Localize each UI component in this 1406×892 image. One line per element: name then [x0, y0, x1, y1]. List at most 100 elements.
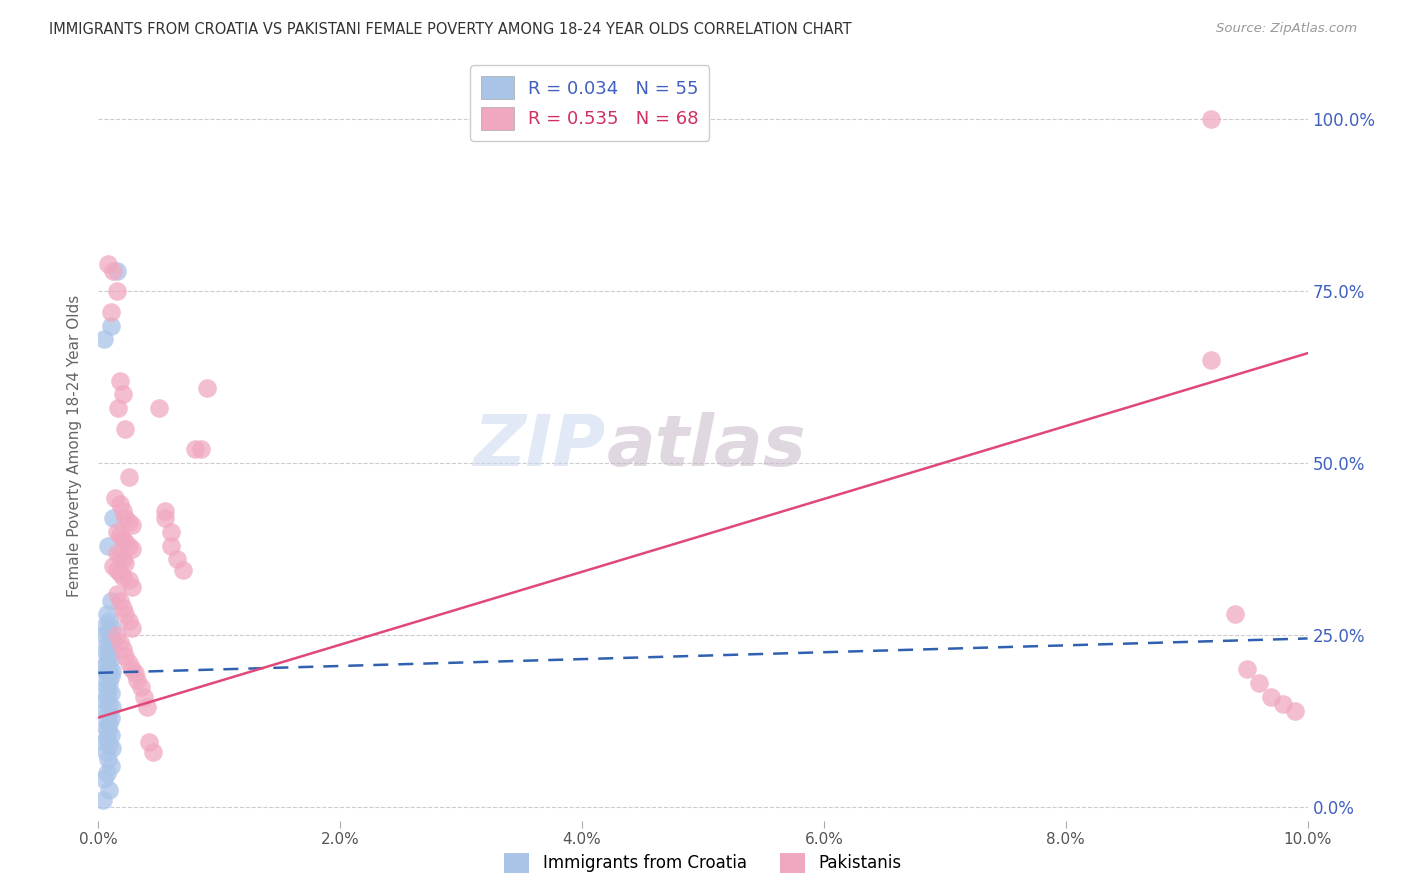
Point — [98, 615, 121, 629]
Point — [134, 690, 156, 704]
Point — [114, 511, 136, 525]
Point — [100, 710, 122, 724]
Y-axis label: Female Poverty Among 18-24 Year Olds: Female Poverty Among 18-24 Year Olds — [67, 295, 83, 597]
Point — [1284, 704, 1306, 718]
Point — [118, 539, 141, 553]
Point — [1199, 112, 1222, 127]
Point — [142, 745, 165, 759]
Point — [105, 524, 128, 539]
Point — [108, 498, 131, 512]
Point — [129, 680, 152, 694]
Point — [93, 734, 115, 748]
Point — [100, 728, 122, 742]
Point — [94, 680, 117, 694]
Legend: Immigrants from Croatia, Pakistanis: Immigrants from Croatia, Pakistanis — [498, 847, 908, 880]
Point — [105, 545, 128, 559]
Point — [100, 652, 122, 666]
Point — [127, 673, 149, 687]
Point — [96, 673, 118, 687]
Point — [135, 700, 157, 714]
Point — [96, 638, 118, 652]
Point — [190, 442, 212, 457]
Point — [111, 600, 134, 615]
Point — [118, 515, 141, 529]
Point — [172, 563, 194, 577]
Point — [97, 724, 120, 739]
Point — [100, 741, 122, 756]
Point — [121, 518, 143, 533]
Point — [98, 782, 121, 797]
Point — [121, 542, 143, 557]
Point — [100, 632, 122, 646]
Text: Source: ZipAtlas.com: Source: ZipAtlas.com — [1216, 22, 1357, 36]
Point — [111, 504, 134, 518]
Point — [93, 693, 115, 707]
Point — [96, 690, 118, 704]
Point — [111, 387, 134, 401]
Point — [97, 624, 120, 639]
Point — [98, 641, 121, 656]
Point — [97, 665, 120, 680]
Point — [153, 511, 176, 525]
Point — [97, 683, 120, 698]
Point — [97, 667, 120, 681]
Text: atlas: atlas — [606, 411, 806, 481]
Point — [94, 665, 117, 680]
Point — [111, 552, 134, 566]
Point — [160, 539, 183, 553]
Point — [101, 263, 124, 277]
Point — [96, 765, 118, 780]
Point — [114, 607, 136, 622]
Point — [195, 380, 218, 394]
Point — [94, 745, 117, 759]
Point — [94, 721, 117, 735]
Point — [121, 621, 143, 635]
Point — [114, 422, 136, 436]
Point — [100, 700, 122, 714]
Point — [101, 511, 124, 525]
Point — [97, 707, 120, 722]
Point — [108, 374, 131, 388]
Point — [97, 648, 120, 663]
Point — [111, 532, 134, 546]
Point — [98, 662, 121, 676]
Text: ZIP: ZIP — [474, 411, 606, 481]
Point — [96, 714, 118, 728]
Point — [100, 305, 122, 319]
Point — [98, 697, 121, 711]
Point — [94, 645, 117, 659]
Point — [160, 524, 183, 539]
Point — [111, 569, 134, 583]
Legend: R = 0.034   N = 55, R = 0.535   N = 68: R = 0.034 N = 55, R = 0.535 N = 68 — [470, 65, 709, 141]
Point — [1272, 697, 1295, 711]
Point — [184, 442, 207, 457]
Point — [96, 656, 118, 670]
Point — [108, 635, 131, 649]
Point — [1199, 353, 1222, 368]
Point — [93, 659, 115, 673]
Point — [100, 686, 122, 700]
Point — [114, 648, 136, 663]
Point — [118, 615, 141, 629]
Point — [101, 635, 124, 649]
Point — [124, 665, 146, 680]
Point — [1260, 690, 1282, 704]
Point — [97, 539, 120, 553]
Point — [121, 662, 143, 676]
Point — [98, 738, 121, 752]
Point — [118, 470, 141, 484]
Point — [107, 401, 129, 416]
Point — [1236, 662, 1258, 676]
Point — [100, 621, 122, 635]
Point — [1249, 676, 1271, 690]
Point — [100, 758, 122, 772]
Point — [104, 491, 127, 505]
Point — [148, 401, 170, 416]
Point — [100, 318, 122, 333]
Point — [101, 559, 124, 574]
Point — [97, 752, 120, 766]
Point — [96, 607, 118, 622]
Point — [114, 556, 136, 570]
Point — [108, 593, 131, 607]
Point — [138, 734, 160, 748]
